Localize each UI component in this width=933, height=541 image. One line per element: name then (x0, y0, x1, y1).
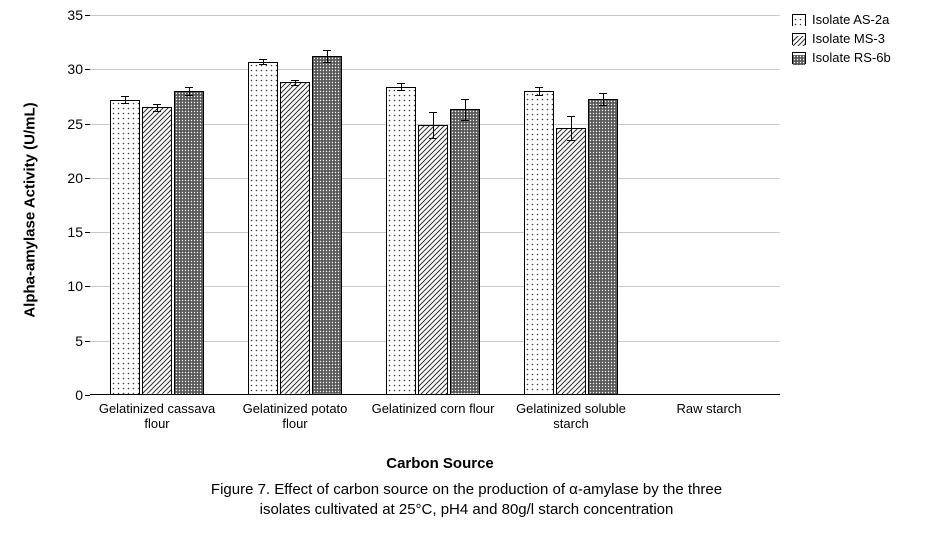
legend: Isolate AS-2a Isolate MS-3 Isolate RS-6b (792, 12, 891, 69)
error-cap (259, 59, 267, 60)
error-cap (153, 104, 161, 105)
error-cap (185, 95, 193, 96)
x-category-label: Gelatinized corn flour (369, 402, 497, 417)
plot-area (90, 15, 780, 395)
error-cap (429, 112, 437, 113)
legend-item: Isolate AS-2a (792, 12, 891, 27)
bar (142, 107, 172, 395)
error-bar (539, 87, 540, 95)
error-cap (599, 105, 607, 106)
y-tick-label: 15 (55, 224, 83, 240)
amylase-carbon-source-chart: Alpha-amylase Activity (U/mL) 0 5 10 15 20 25… (0, 0, 933, 541)
bar (312, 56, 342, 395)
y-tick-label: 0 (55, 387, 83, 403)
error-cap (599, 93, 607, 94)
x-axis-title: Carbon Source (386, 455, 494, 472)
legend-swatch-ms3 (792, 33, 806, 45)
error-bar (189, 87, 190, 95)
caption-line-1: Figure 7. Effect of carbon source on the… (211, 481, 722, 498)
error-cap (397, 83, 405, 84)
legend-label: Isolate RS-6b (812, 50, 891, 65)
legend-label: Isolate AS-2a (812, 12, 889, 27)
error-cap (291, 80, 299, 81)
error-bar (465, 99, 466, 121)
error-cap (121, 103, 129, 104)
legend-item: Isolate RS-6b (792, 50, 891, 65)
y-tick-label: 5 (55, 333, 83, 349)
error-cap (397, 90, 405, 91)
bar (280, 82, 310, 395)
error-cap (185, 87, 193, 88)
legend-item: Isolate MS-3 (792, 31, 891, 46)
bar (524, 91, 554, 395)
bar (386, 87, 416, 395)
y-tick-label: 25 (55, 116, 83, 132)
x-category-label: Gelatinized soluble starch (507, 402, 635, 432)
error-bar (603, 93, 604, 105)
bar (450, 109, 480, 395)
y-tick-label: 35 (55, 7, 83, 23)
figure-caption: Figure 7. Effect of carbon source on the… (0, 480, 933, 521)
error-bar (433, 112, 434, 138)
legend-swatch-rs6b (792, 52, 806, 64)
caption-line-2: isolates cultivated at 25°C, pH4 and 80g… (260, 501, 674, 518)
legend-swatch-as2a (792, 14, 806, 26)
error-cap (567, 116, 575, 117)
error-cap (461, 120, 469, 121)
x-axis-line (90, 394, 780, 395)
y-tick-label: 20 (55, 170, 83, 186)
bar (248, 62, 278, 395)
error-cap (461, 99, 469, 100)
error-cap (121, 96, 129, 97)
x-category-label: Raw starch (645, 402, 773, 417)
error-cap (259, 64, 267, 65)
gridline (90, 69, 780, 70)
error-bar (571, 116, 572, 140)
x-category-label: Gelatinized potato flour (231, 402, 359, 432)
y-axis-title: Alpha-amylase Activity (U/mL) (22, 102, 39, 317)
x-category-label: Gelatinized cassava flour (93, 402, 221, 432)
y-tick-label: 10 (55, 278, 83, 294)
gridline (90, 15, 780, 16)
error-bar (327, 50, 328, 62)
error-cap (153, 111, 161, 112)
bar (588, 99, 618, 395)
y-tick-label: 30 (55, 61, 83, 77)
error-cap (323, 50, 331, 51)
bar (110, 100, 140, 395)
bar (174, 91, 204, 395)
error-bar (401, 83, 402, 91)
error-cap (291, 85, 299, 86)
y-tick-mark (85, 395, 90, 396)
bar (556, 128, 586, 395)
error-cap (567, 140, 575, 141)
bar (418, 125, 448, 395)
error-cap (323, 62, 331, 63)
error-cap (535, 95, 543, 96)
legend-label: Isolate MS-3 (812, 31, 885, 46)
error-cap (429, 138, 437, 139)
error-cap (535, 87, 543, 88)
